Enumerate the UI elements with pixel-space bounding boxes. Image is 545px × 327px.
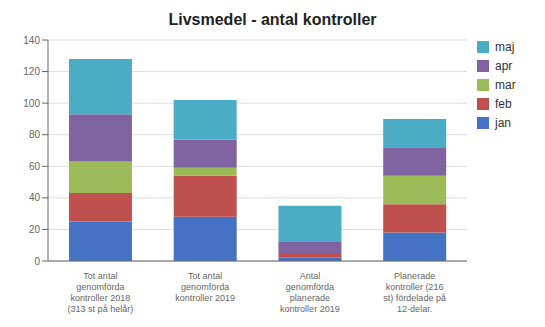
html-text:Livsmedel - antal kontroller: Livsmedel - antal kontroller bbox=[168, 11, 377, 28]
svg-text:80: 80 bbox=[29, 129, 41, 140]
svg-text:40: 40 bbox=[29, 192, 41, 203]
svg-text:140: 140 bbox=[23, 35, 40, 46]
svg-text:Planeradekontroller (216st) fö: Planeradekontroller (216st) fördelade på… bbox=[383, 271, 446, 314]
html-text:apr: apr bbox=[495, 59, 513, 73]
svg-text:Tot antalgenomfördakontroller: Tot antalgenomfördakontroller 2019 bbox=[175, 271, 235, 303]
svg-text:0: 0 bbox=[34, 256, 40, 267]
svg-text:120: 120 bbox=[23, 66, 40, 77]
html-text:feb: feb bbox=[495, 97, 512, 111]
svg-text:60: 60 bbox=[29, 161, 41, 172]
html-text:mar: mar bbox=[495, 78, 516, 92]
html-text:jan: jan bbox=[495, 116, 511, 130]
svg-text:Antalgenomfördaplaneradekontro: Antalgenomfördaplaneradekontroller 2019 bbox=[280, 271, 340, 314]
svg-text:100: 100 bbox=[23, 98, 40, 109]
svg-text:Tot antalgenomfördakontroller: Tot antalgenomfördakontroller 2018(313 s… bbox=[68, 271, 134, 314]
html-text:maj: maj bbox=[495, 40, 515, 54]
svg-text:20: 20 bbox=[29, 224, 41, 235]
